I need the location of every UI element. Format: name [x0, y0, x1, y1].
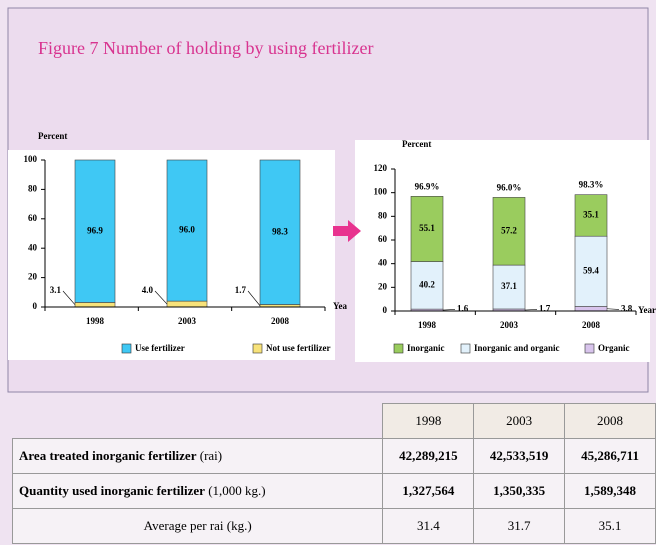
legend-swatch	[121, 343, 132, 354]
row-label: Area treated inorganic fertilizer	[19, 448, 197, 463]
legend-label: Inorganic	[407, 343, 445, 353]
data-label: 3.8	[621, 303, 633, 313]
corner-cell	[13, 404, 383, 439]
x-tick-label: 1998	[86, 316, 105, 326]
row-label-cell: Area treated inorganic fertilizer (rai)	[11, 438, 384, 474]
legend-swatch	[393, 343, 404, 354]
legend-swatch	[584, 343, 595, 354]
row-unit: (1,000 kg.)	[208, 483, 266, 498]
y-tick-label: 60	[378, 234, 388, 244]
table-cell: 1,589,348	[564, 473, 656, 509]
table-cell: 31.4	[382, 508, 475, 544]
table-cell: 31.7	[473, 508, 566, 544]
total-label: 96.0%	[497, 182, 522, 192]
y-tick-label: 0	[383, 305, 388, 315]
data-label: 1.7	[539, 303, 551, 313]
data-label: 1.6	[457, 303, 469, 313]
row-unit: (rai)	[199, 448, 223, 463]
y-tick-label: 80	[378, 210, 388, 220]
bar-segment	[74, 159, 116, 303]
table-cell: 1,327,564	[382, 473, 475, 509]
table-cell: 42,533,519	[473, 438, 566, 474]
y-tick-label: 20	[28, 272, 38, 282]
legend-label: Use fertilizer	[135, 343, 185, 353]
data-label: 55.1	[419, 223, 435, 233]
data-label: 3.1	[50, 285, 62, 295]
y-tick-label: 120	[374, 163, 388, 173]
x-tick-label: 2003	[178, 316, 197, 326]
bar-segment	[574, 235, 608, 307]
data-table: 1998 2003 2008 Area treated inorganic ferti…	[11, 403, 656, 544]
bar-segment	[410, 196, 444, 262]
legend-swatch	[460, 343, 471, 354]
column-header: 2008	[564, 403, 656, 439]
row-label: Average per rai (kg.)	[143, 518, 252, 533]
row-label-cell: Average per rai (kg.)	[11, 508, 384, 544]
y-tick-label: 80	[28, 183, 38, 193]
bar-segment	[492, 264, 526, 310]
y-axis-label: Percent	[38, 131, 67, 141]
header-row: 1998 2003 2008	[13, 403, 656, 439]
y-tick-label: 0	[33, 301, 38, 311]
y-tick-label: 40	[378, 258, 388, 268]
leader-line	[442, 309, 456, 311]
table-row: Average per rai (kg.) 31.4 31.7 35.1	[11, 508, 656, 544]
total-label: 96.9%	[415, 181, 440, 191]
data-label: 40.2	[419, 279, 435, 289]
table-row: Area treated inorganic fertilizer (rai) 4…	[11, 438, 656, 474]
leader-line	[154, 290, 168, 305]
y-tick-label: 100	[374, 187, 388, 197]
figure: Figure 7 Number of holding by using fert…	[7, 7, 656, 393]
data-label: 98.3	[272, 226, 288, 236]
bar-segment	[166, 159, 208, 302]
table-row: Quantity used inorganic fertilizer (1,00…	[11, 473, 656, 509]
x-tick-label: 1998	[418, 320, 437, 330]
x-axis-label: Yea	[333, 301, 347, 311]
data-label: 59.4	[583, 265, 599, 275]
row-label-cell: Quantity used inorganic fertilizer (1,00…	[11, 473, 384, 509]
column-header: 2003	[473, 403, 566, 439]
y-tick-label: 100	[24, 154, 38, 164]
x-tick-label: 2003	[500, 320, 519, 330]
bar-segment	[574, 194, 608, 237]
data-label: 4.0	[142, 285, 154, 295]
y-tick-label: 60	[28, 213, 38, 223]
table-cell: 42,289,215	[382, 438, 475, 474]
y-tick-label: 20	[378, 281, 388, 291]
column-header: 1998	[382, 403, 475, 439]
leader-line	[524, 309, 538, 311]
leader-line	[62, 290, 76, 305]
table-cell: 45,286,711	[564, 438, 656, 474]
legend-label: Organic	[598, 343, 630, 353]
table-cell: 1,350,335	[473, 473, 566, 509]
data-label: 96.9	[87, 225, 103, 235]
y-axis-label: Percent	[402, 139, 431, 149]
legend-label: Inorganic and organic	[474, 343, 560, 353]
data-label: 37.1	[501, 281, 517, 291]
legend-label: Not use fertilizer	[266, 343, 330, 353]
table-cell: 35.1	[564, 508, 656, 544]
data-label: 35.1	[583, 210, 599, 220]
bar-segment	[492, 197, 526, 266]
x-axis-label: Year	[638, 305, 656, 315]
figure-title: Figure 7 Number of holding by using fert…	[38, 38, 373, 58]
data-label: 1.7	[235, 285, 247, 295]
arrow	[333, 220, 361, 242]
bar-segment	[410, 261, 444, 310]
row-label: Quantity used inorganic fertilizer	[19, 483, 205, 498]
bar-segment	[166, 300, 208, 308]
leader-line	[247, 290, 261, 306]
x-tick-label: 2008	[582, 320, 601, 330]
bar-segment	[74, 302, 116, 308]
leader-line	[606, 308, 620, 310]
bar-segment	[259, 159, 301, 305]
x-tick-label: 2008	[271, 316, 290, 326]
data-label: 96.0	[179, 225, 195, 235]
y-tick-label: 40	[28, 242, 38, 252]
total-label: 98.3%	[579, 180, 604, 190]
bar-segment	[574, 306, 608, 312]
legend-swatch	[252, 343, 263, 354]
data-label: 57.2	[501, 225, 517, 235]
